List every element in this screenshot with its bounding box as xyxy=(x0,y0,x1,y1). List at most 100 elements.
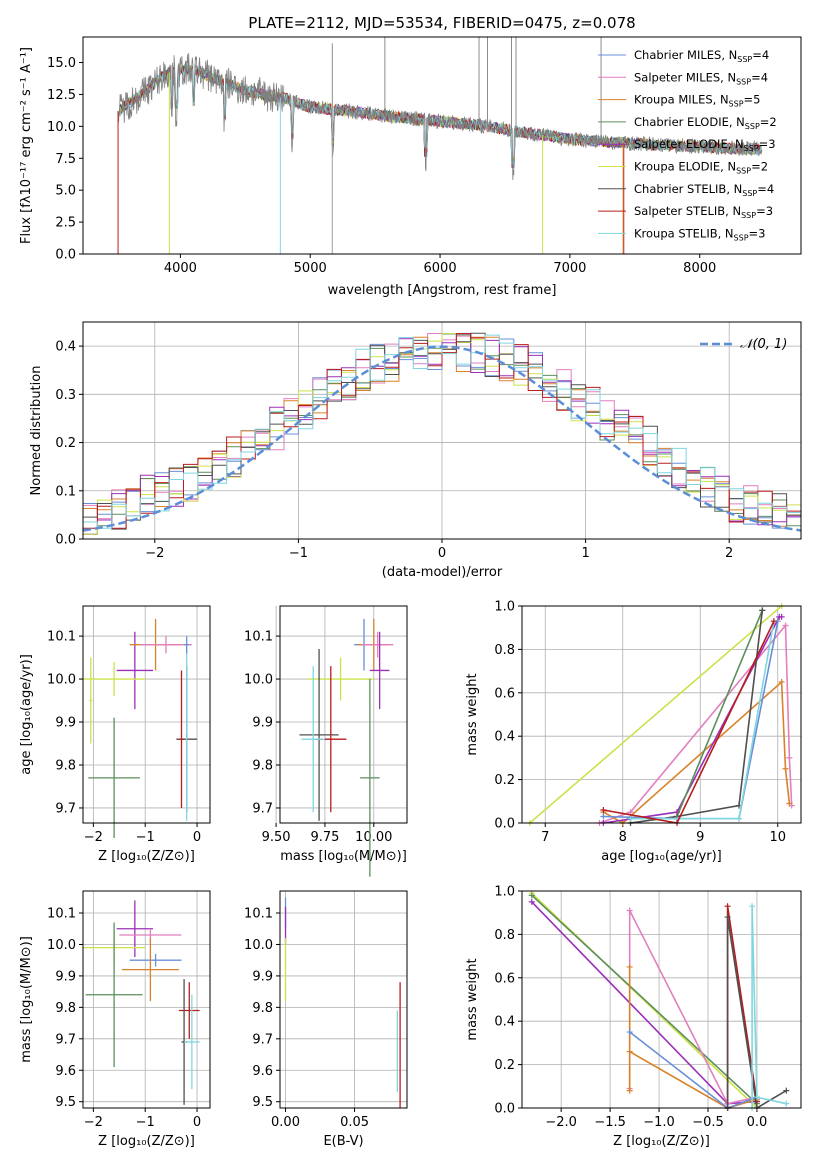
spectrum-xtick-label: 6000 xyxy=(424,261,457,276)
residuals-axes: −2 −1 0 1 2 0.0 0.1 0.2 0.3 0.4 (data-model)/error… xyxy=(29,321,802,580)
weight_vs_Z-line-kroupa_stelib xyxy=(751,906,787,1108)
age_vs_mass-xtick-label: 9.50 xyxy=(262,830,291,845)
mass_vs_ebv-xtick-label: 0.00 xyxy=(271,1115,300,1130)
age_vs_Z-ytick-label: 9.8 xyxy=(55,758,76,773)
weight_vs_Z-ytick-label: 0.6 xyxy=(494,971,515,986)
age_vs_mass-xtick-label: 9.75 xyxy=(310,830,339,845)
weight_vs_age-xlabel: age [log₁₀(age/yr)] xyxy=(601,849,722,864)
spectrum-lines xyxy=(117,37,763,254)
spectrum-ytick-label: 7.5 xyxy=(55,152,76,167)
weight_vs_age-xtick-label: 9 xyxy=(696,830,704,845)
weight_vs_age-ytick-label: 1.0 xyxy=(494,600,515,615)
weight_vs_age-marker-kroupa_miles xyxy=(778,678,785,685)
spectrum-data xyxy=(117,52,763,181)
legend-normal-label: 𝒩(0, 1) xyxy=(740,337,787,352)
weight_vs_Z-marker-chabrier_stelib xyxy=(783,1087,790,1094)
residuals-xtick-label: 1 xyxy=(581,546,589,561)
legend-label-chabrier_miles: Chabrier MILES, NSSP=4 xyxy=(634,48,769,64)
mass_vs_ebv-ytick-label: 10.0 xyxy=(244,938,273,953)
mass_vs_ebv-ytick-label: 9.8 xyxy=(252,1001,273,1016)
weight_vs_Z-xtick-label: −0.5 xyxy=(692,1115,724,1130)
mass_vs_Z-ytick-label: 9.6 xyxy=(55,1064,76,1079)
weight_vs_age-ytick-label: 0.2 xyxy=(494,773,515,788)
legend-label-salpeter_stelib: Salpeter STELIB, NSSP=3 xyxy=(634,204,773,220)
age_vs_mass-xlabel: mass [log₁₀(M/M⊙)] xyxy=(280,849,407,864)
age_vs_Z-frame xyxy=(82,605,211,824)
mass_vs_Z-xlabel: Z [log₁₀(Z/Z⊙)] xyxy=(98,1134,195,1149)
spectrum-axes: 4000 5000 6000 7000 8000 0.0 2.5 5.0 7.5 10.0 12.5… xyxy=(19,36,802,298)
hist-kroupa_stelib xyxy=(83,334,801,529)
weight_vs_Z-marker-chabrier_stelib xyxy=(724,914,731,921)
weight_vs_Z-ytick-label: 0.2 xyxy=(494,1058,515,1073)
mass_vs_ebv-xlabel: E(B-V) xyxy=(323,1134,363,1149)
legend-label-kroupa_stelib: Kroupa STELIB, NSSP=3 xyxy=(634,226,765,242)
weight_vs_Z-marker-salpeter_miles xyxy=(626,907,633,914)
weight_vs_Z-line-chabrier_stelib xyxy=(726,916,787,1110)
weight_vs_Z-xtick-label: −1.5 xyxy=(594,1115,626,1130)
hist-salpeter_stelib xyxy=(83,333,801,529)
weight_vs_age-xtick-label: 7 xyxy=(541,830,549,845)
mass_vs_ebv-ytick-label: 9.6 xyxy=(252,1064,273,1079)
age_vs_Z-xlabel: Z [log₁₀(Z/Z⊙)] xyxy=(98,849,195,864)
age_vs_Z-xtick-label: 0 xyxy=(193,830,201,845)
mass_vs_ebv-xtick-label: 0.05 xyxy=(340,1115,369,1130)
weight_vs_age-marker-salpeter_stelib xyxy=(600,806,607,813)
residuals-xtick-label: −1 xyxy=(289,546,308,561)
weight_vs_age-line-kroupa_elodie xyxy=(529,605,783,824)
mass_vs_Z-xtick-label: −2 xyxy=(84,1115,103,1130)
weight_vs_Z-marker-kroupa_stelib xyxy=(783,1100,790,1107)
weight_vs_age-ylabel: mass weight xyxy=(465,673,480,755)
weight_vs_Z-ytick-label: 0.4 xyxy=(494,1015,515,1030)
spectrum-ytick-label: 2.5 xyxy=(55,216,76,231)
mass_vs_ebv-ytick-label: 9.9 xyxy=(252,969,273,984)
weight_vs_Z-marker-kroupa_miles xyxy=(626,1087,633,1094)
age_vs_mass-xtick-label: 10.00 xyxy=(355,830,392,845)
mass_vs_Z-ytick-label: 9.5 xyxy=(55,1095,76,1110)
legend-label-kroupa_elodie: Kroupa ELODIE, NSSP=2 xyxy=(634,160,768,176)
weight_vs_Z-marker-kroupa_miles xyxy=(626,1048,633,1055)
weight_vs_age-marker-salpeter_miles xyxy=(786,754,793,761)
weight_vs_Z-ylabel: mass weight xyxy=(465,958,480,1040)
weight_vs_age-frame xyxy=(521,605,802,824)
weight_vs_age-line-kroupa_stelib xyxy=(630,621,775,820)
residuals-xlabel: (data-model)/error xyxy=(382,565,503,580)
weight_vs_Z-ytick-label: 0.8 xyxy=(494,928,515,943)
age_vs_Z-points xyxy=(83,618,198,839)
weight_vs_Z-xlabel: Z [log₁₀(Z/Z⊙)] xyxy=(613,1134,710,1149)
mass_vs_Z-ytick-label: 10.1 xyxy=(47,907,76,922)
age_vs_mass-ytick-label: 9.7 xyxy=(252,801,273,816)
age_vs_mass-ytick-label: 9.9 xyxy=(252,716,273,731)
weight_vs_age-ytick-label: 0.6 xyxy=(494,686,515,701)
weight_vs_Z-marker-chabrier_elodie xyxy=(528,892,535,899)
weight_vs_age-marker-chabrier_stelib xyxy=(759,607,766,614)
mass_vs_Z-ytick-label: 10.0 xyxy=(47,938,76,953)
legend-label-chabrier_elodie: Chabrier ELODIE, NSSP=2 xyxy=(634,115,777,131)
weight_vs_age-marker-salpeter_elodie xyxy=(778,613,785,620)
weight_vs_Z-axes: −2.0 −1.5 −1.0 −0.5 0.0 0.0 0.2 0.4 0.6 0.8 1.0 Z [… xyxy=(465,885,802,1149)
weight_vs_Z-marker-salpeter_stelib xyxy=(724,903,731,910)
residuals-ytick-label: 0.0 xyxy=(55,533,76,548)
figure-title: PLATE=2112, MJD=53534, FIBERID=0475, z=0… xyxy=(248,14,635,32)
age_vs_Z-xtick-label: −2 xyxy=(84,830,103,845)
spectrum-xtick-label: 4000 xyxy=(164,261,197,276)
residuals-xtick-label: −2 xyxy=(145,546,164,561)
residuals-ytick-label: 0.1 xyxy=(55,484,76,499)
age_vs_Z-ytick-label: 9.9 xyxy=(55,716,76,731)
age_vs_mass-frame xyxy=(279,605,408,824)
mass_vs_ebv-points xyxy=(284,897,401,1108)
weight_vs_age-marker-chabrier_miles xyxy=(600,813,607,820)
weight_vs_age-marker-kroupa_miles xyxy=(782,765,789,772)
weight_vs_Z-line-chabrier_miles xyxy=(629,1031,758,1109)
age_vs_mass-ytick-label: 9.8 xyxy=(252,758,273,773)
weight_vs_age-line-chabrier_stelib xyxy=(630,610,764,824)
weight_vs_age-ytick-label: 0.8 xyxy=(494,643,515,658)
spectrum-ytick-label: 10.0 xyxy=(47,120,76,135)
weight_vs_Z-ytick-label: 1.0 xyxy=(494,885,515,900)
weight_vs_age-ytick-label: 0.4 xyxy=(494,730,515,745)
weight_vs_Z-marker-kroupa_stelib xyxy=(749,903,756,910)
legend-label-kroupa_miles: Kroupa MILES, NSSP=5 xyxy=(634,93,760,109)
weight_vs_age-xtick-label: 8 xyxy=(619,830,627,845)
weight_vs_age-marker-kroupa_stelib xyxy=(627,815,634,822)
weight_vs_age-xtick-label: 10 xyxy=(769,830,786,845)
residuals-ylabel: Normed distribution xyxy=(29,366,44,496)
